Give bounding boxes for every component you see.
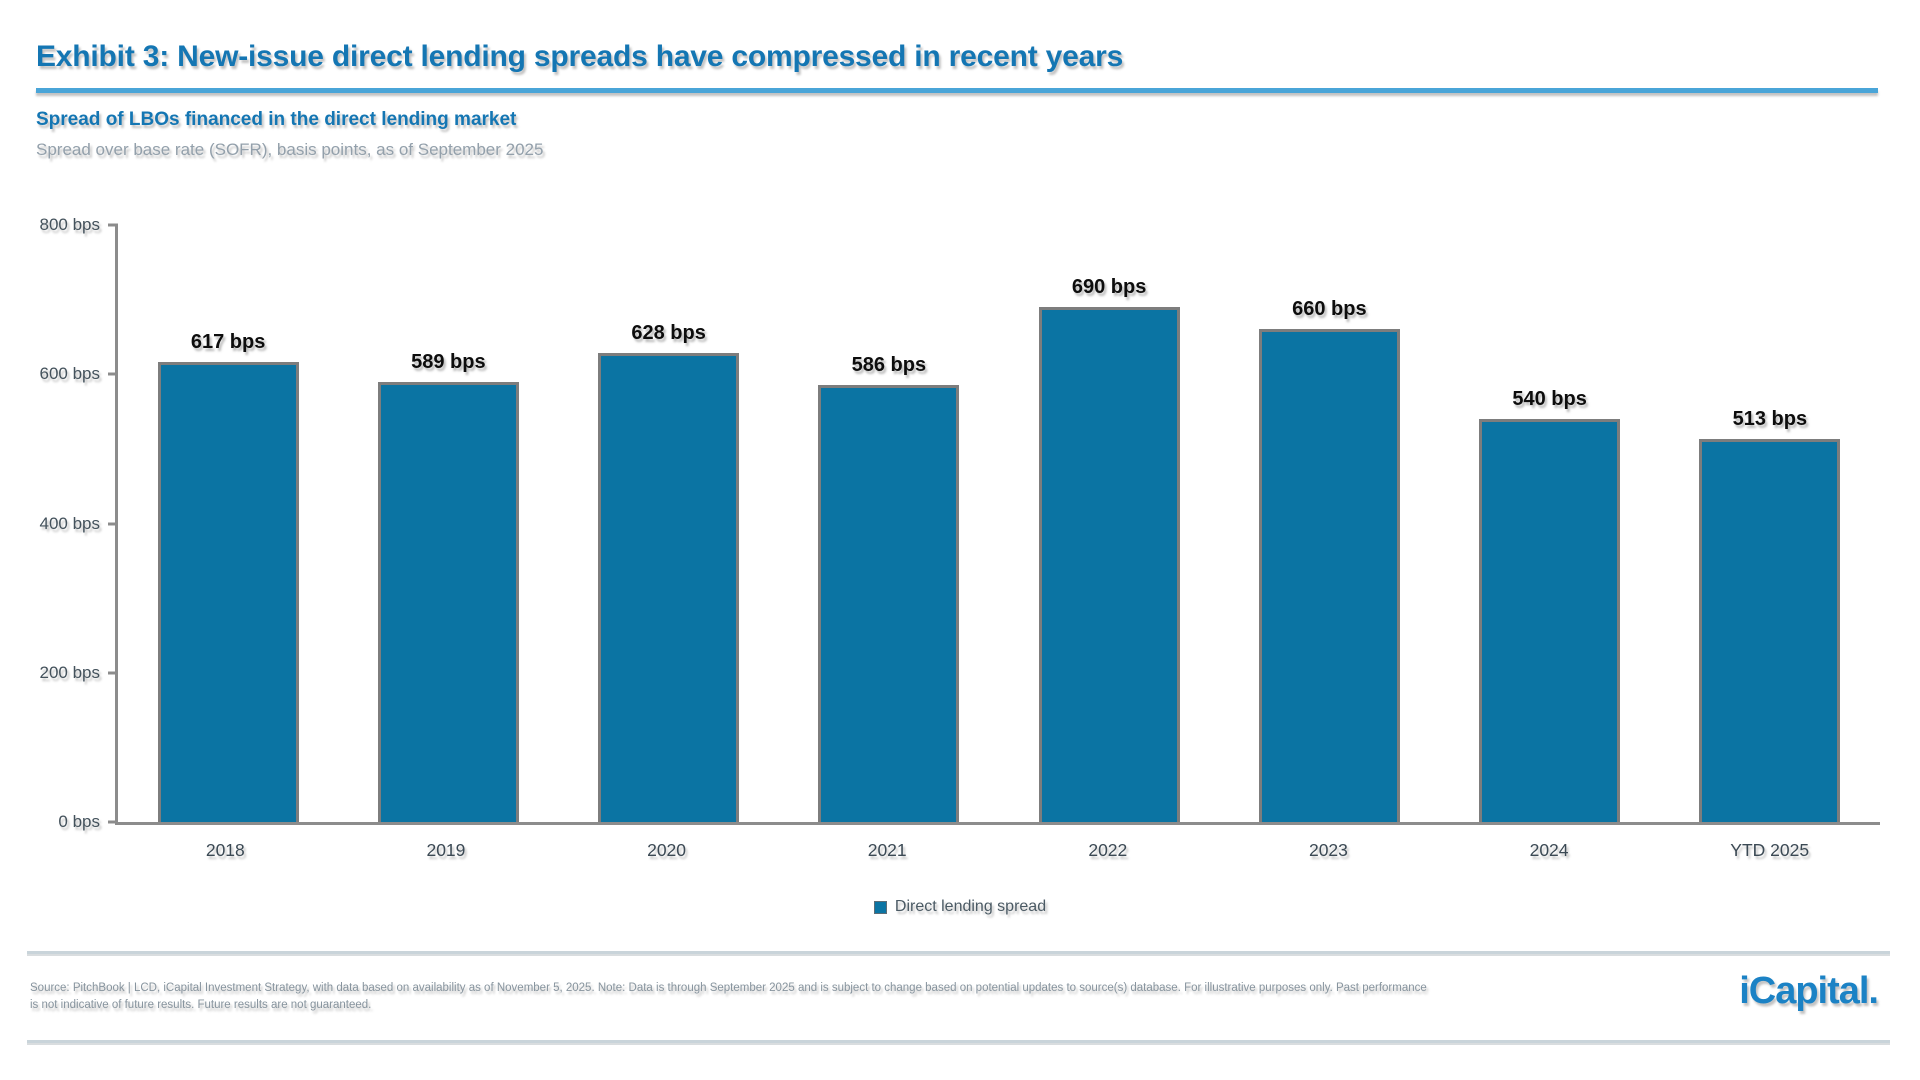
x-axis-labels: 2018 2019 2020 2021 2022 2023 2024 YTD 2025 (115, 840, 1880, 861)
y-tick-mark-400 (108, 522, 118, 525)
bar-2018 (157, 361, 299, 822)
plot-area: 617 bps 589 bps 628 bps 586 bps 690 bps 660 b… (40, 215, 1880, 831)
bar-value-label-2020: 628 bps (631, 322, 706, 345)
legend-swatch-icon (873, 900, 887, 914)
bar-2020 (598, 353, 740, 822)
bar-2021 (818, 384, 960, 822)
bar-value-label-ytd-2025: 513 bps (1732, 408, 1808, 431)
footer-separator-bottom (27, 1040, 1890, 1043)
x-axis-label-2020: 2020 (647, 840, 687, 860)
bar-ytd-2025 (1699, 439, 1841, 822)
bar-value-label-2022: 690 bps (1071, 276, 1147, 299)
y-tick-label-0: 0 bps (58, 812, 100, 831)
source-disclaimer: Source: PitchBook | LCD, iCapital Invest… (30, 982, 1427, 1012)
legend-label: Direct lending spread (894, 898, 1047, 915)
bars-container: 617 bps 589 bps 628 bps 586 bps 690 bps 660 b… (118, 225, 1880, 822)
bar-value-label-2018: 617 bps (190, 330, 266, 353)
bar-column-2022: 690 bps (999, 225, 1219, 822)
chart-caption: Spread over base rate (SOFR), basis poin… (36, 140, 544, 159)
y-tick-label-600: 600 bps (39, 364, 101, 384)
x-axis-label-2021: 2021 (867, 840, 907, 860)
y-tick-mark-200 (108, 671, 118, 675)
bar-column-2023: 660 bps (1219, 225, 1439, 822)
bar-column-2019: 589 bps (338, 225, 558, 822)
y-tick-mark-600 (108, 372, 118, 376)
bar-value-label-2021: 586 bps (851, 353, 927, 376)
bar-2024 (1479, 419, 1621, 822)
y-tick-label-200: 200 bps (39, 662, 101, 682)
chart-subtitle: Spread of LBOs financed in the direct le… (36, 109, 517, 130)
bar-2019 (377, 382, 519, 822)
footer-separator-top (27, 951, 1890, 954)
bar-column-2024: 540 bps (1440, 225, 1660, 822)
y-tick-label-800: 800 bps (39, 215, 101, 234)
x-axis-label-2022: 2022 (1088, 840, 1128, 860)
icapital-logo: iCapital. (1739, 970, 1879, 1012)
y-tick-mark-0 (108, 820, 118, 824)
bar-value-label-2023: 660 bps (1292, 298, 1367, 321)
bar-2022 (1038, 307, 1180, 822)
x-axis-label-2019: 2019 (426, 840, 466, 860)
x-axis-label-2023: 2023 (1308, 840, 1348, 860)
bar-column-ytd-2025: 513 bps (1660, 225, 1880, 822)
x-axis-label-ytd-2025: YTD 2025 (1730, 840, 1810, 860)
y-tick-mark-800 (108, 223, 118, 227)
bar-value-label-2024: 540 bps (1512, 388, 1587, 411)
x-axis-label-2024: 2024 (1529, 840, 1569, 860)
chart-legend: Direct lending spread (0, 898, 1920, 916)
bar-column-2021: 586 bps (779, 225, 999, 822)
y-tick-label-400: 400 bps (39, 513, 101, 533)
bar-column-2018: 617 bps (118, 225, 338, 822)
x-axis-label-2018: 2018 (205, 840, 245, 860)
bar-2023 (1258, 329, 1400, 822)
bar-column-2020: 628 bps (559, 225, 779, 822)
title-underline-rule (36, 88, 1878, 93)
exhibit-title: Exhibit 3: New-issue direct lending spre… (36, 40, 1124, 73)
bar-value-label-2019: 589 bps (411, 351, 486, 374)
